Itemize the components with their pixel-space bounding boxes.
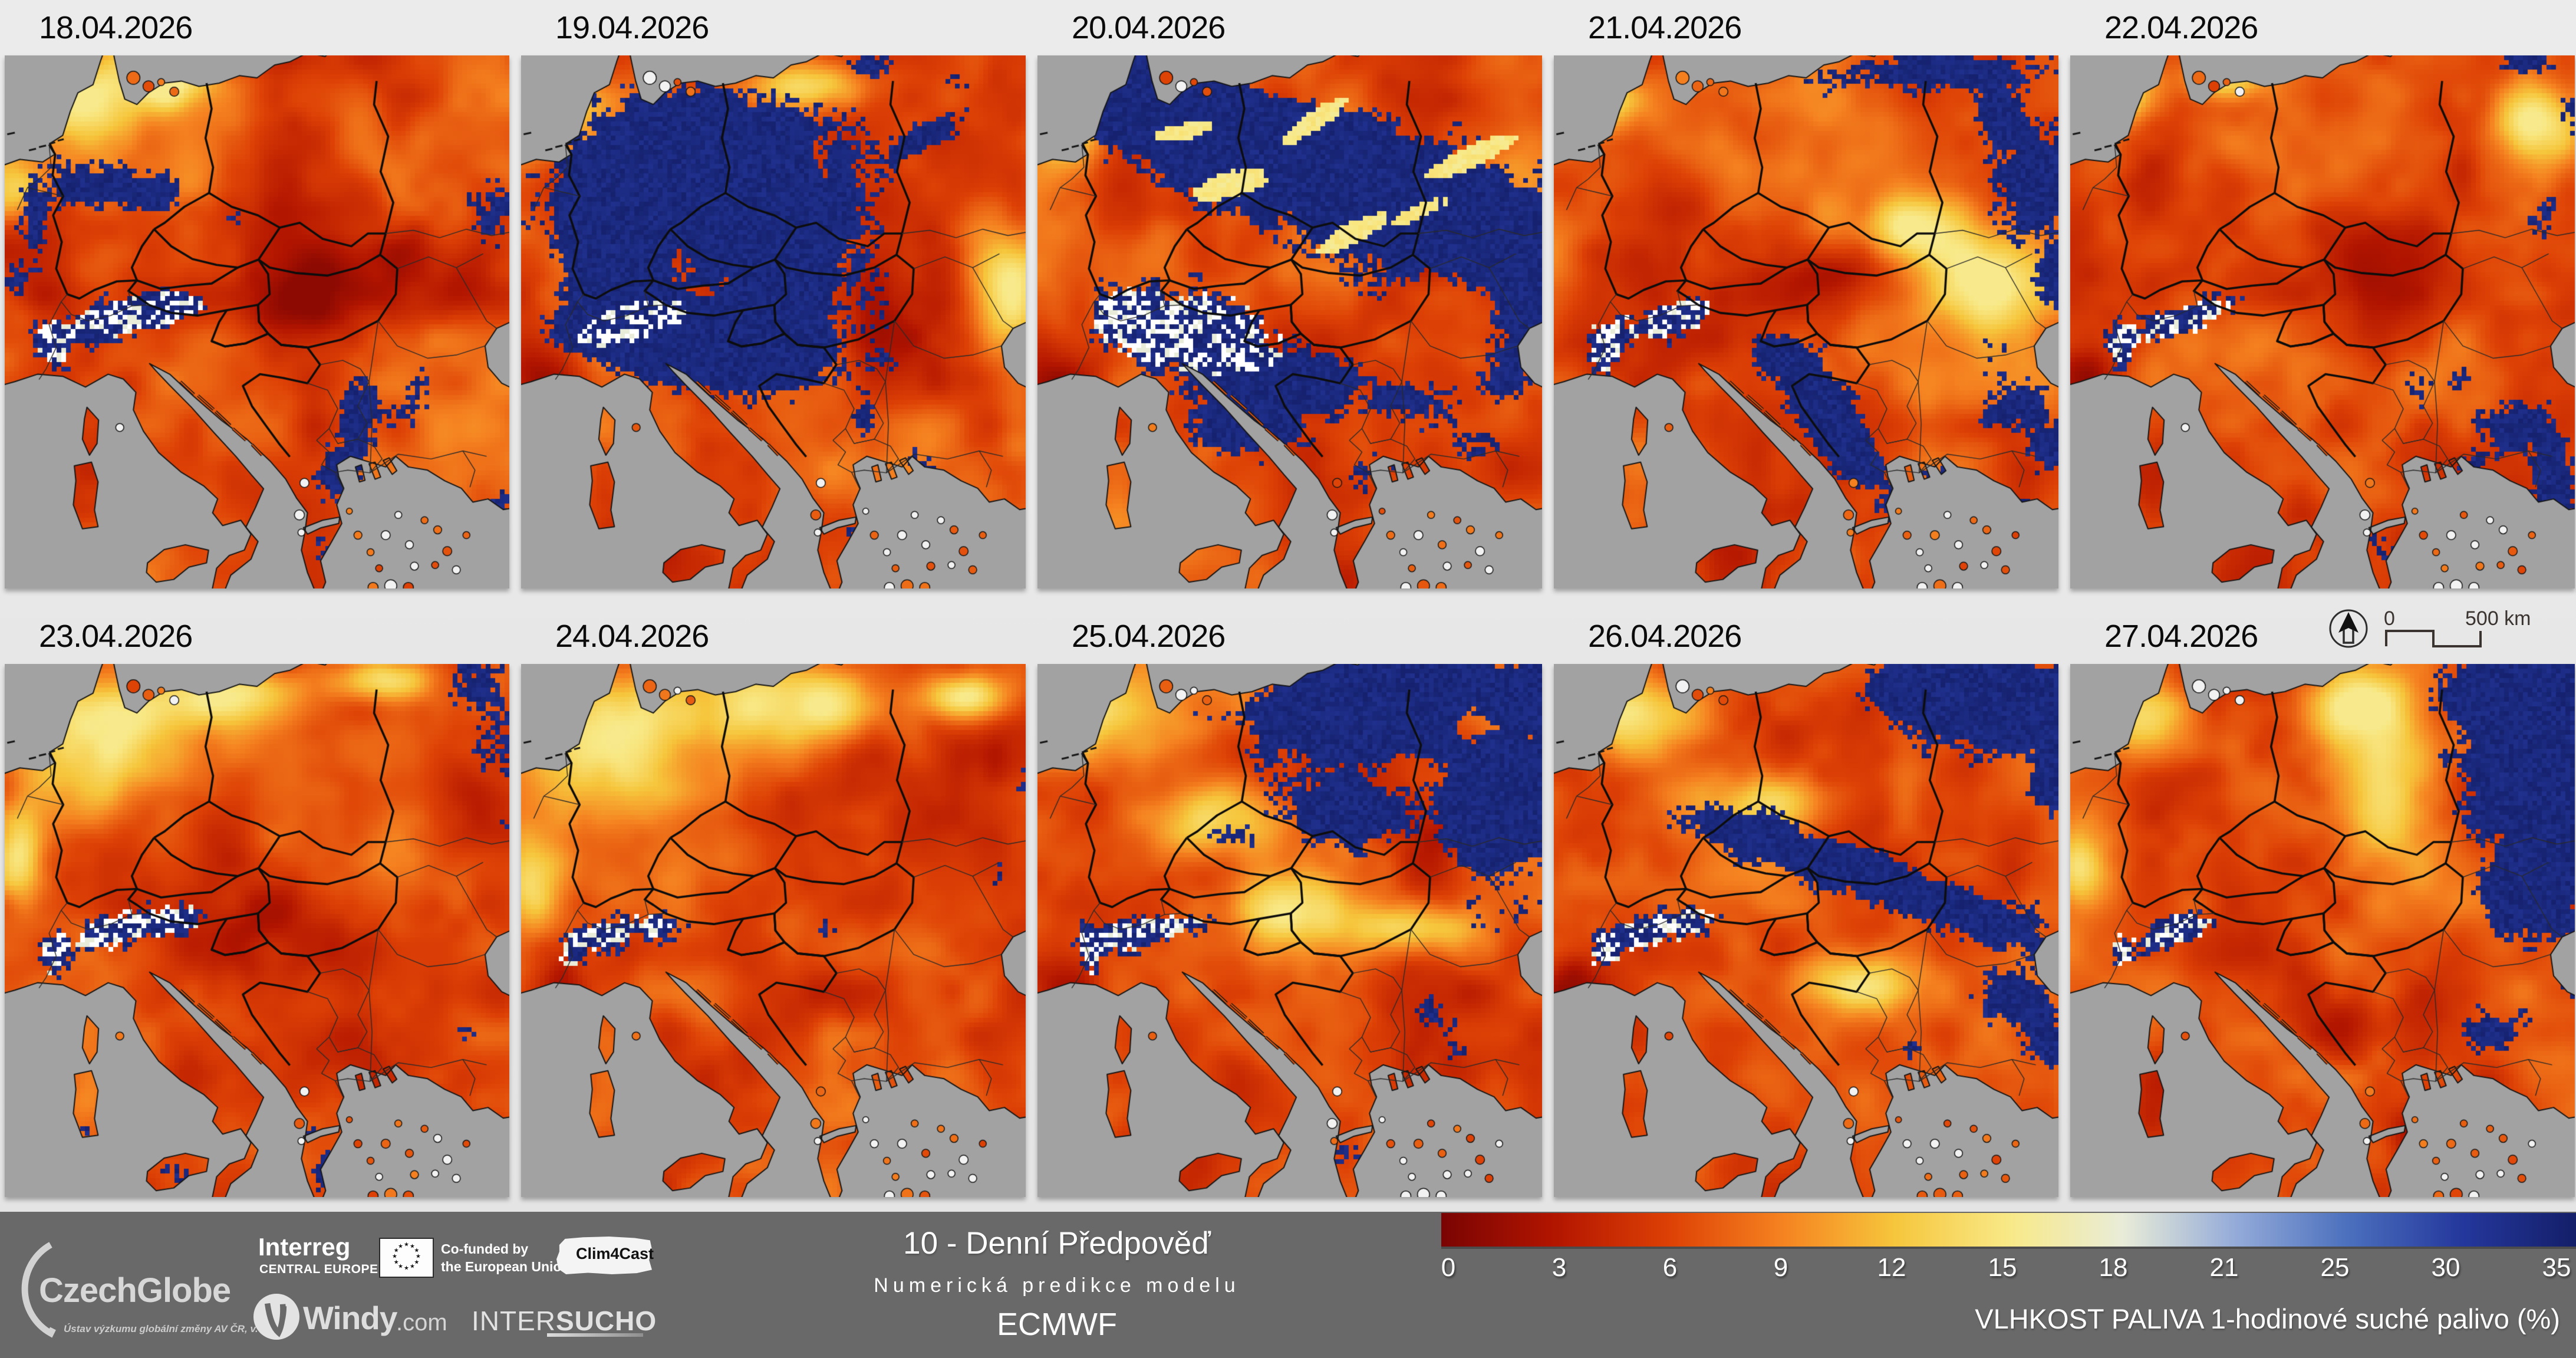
eu-star-icon: ★ (392, 1253, 397, 1260)
eu-star-icon: ★ (393, 1259, 399, 1266)
panel-date-label: 18.04.2026 (39, 10, 193, 45)
footer-bar: CzechGlobe Ústav výzkumu globální změny … (0, 1212, 2576, 1358)
eu-star-icon: ★ (398, 1263, 403, 1270)
forecast-map-canvas (1554, 664, 2058, 1197)
eu-star-icon: ★ (410, 1243, 415, 1250)
forecast-map-panel: 23.04.2026 (5, 613, 509, 1197)
forecast-map-panel: 19.04.2026 (521, 5, 1026, 588)
eu-star-icon: ★ (416, 1253, 421, 1260)
panel-date-label: 21.04.2026 (1588, 10, 1742, 45)
panel-date-label: 25.04.2026 (1072, 619, 1226, 654)
legend-tick-label: 0 (1441, 1253, 1456, 1282)
forecast-map-canvas (5, 55, 509, 588)
legend-tick-label: 6 (1662, 1253, 1678, 1282)
windy-logo-text: Windy (303, 1300, 397, 1336)
intersucho-logo: INTERSUCHO (472, 1305, 657, 1337)
forecast-map-panel: 25.04.2026 (1037, 613, 1542, 1197)
forecast-map-canvas (2070, 664, 2575, 1197)
eu-star-icon: ★ (414, 1259, 420, 1266)
forecast-map-canvas (2070, 55, 2575, 588)
windy-logo-icon (253, 1294, 299, 1340)
forecast-map-panel: 27.04.2026 (2070, 613, 2575, 1197)
scalebar-steps (2385, 630, 2482, 647)
legend-tick-label: 30 (2431, 1253, 2460, 1282)
panel-date-label: 23.04.2026 (39, 619, 193, 654)
eu-cofunded-line1: Co-funded by (441, 1241, 529, 1257)
model-name: ECMWF (997, 1307, 1117, 1342)
panel-date-label: 26.04.2026 (1588, 619, 1742, 654)
interreg-logo: Interreg (258, 1233, 351, 1261)
intersucho-underline (547, 1333, 643, 1337)
eu-star-icon: ★ (404, 1265, 409, 1272)
eu-cofunded-line2: the European Union (441, 1259, 570, 1274)
forecast-map-panel: 21.04.2026 (1554, 5, 2058, 588)
legend-tick-label: 9 (1773, 1253, 1788, 1282)
panel-date-label: 20.04.2026 (1072, 10, 1226, 45)
legend-tick-label: 15 (1988, 1253, 2017, 1282)
czechglobe-tagline: Ústav výzkumu globální změny AV ČR, v. v… (64, 1323, 277, 1334)
forecast-map-panel: 26.04.2026 (1554, 613, 2058, 1197)
panel-date-label: 19.04.2026 (555, 10, 709, 45)
eu-star-icon: ★ (414, 1247, 420, 1254)
panel-date-label: 27.04.2026 (2104, 619, 2258, 654)
intersucho-part2: SUCHO (556, 1306, 657, 1336)
panel-date-label: 24.04.2026 (555, 619, 709, 654)
forecast-map-canvas (521, 664, 1026, 1197)
legend-colorbar (1441, 1213, 2576, 1249)
legend-tick-label: 25 (2320, 1253, 2350, 1282)
forecast-map-panel: 22.04.2026 (2070, 5, 2575, 588)
forecast-map-canvas (521, 55, 1026, 588)
scalebar: 0 500 km (2329, 607, 2531, 648)
clim4cast-logo-shape (556, 1237, 652, 1274)
forecast-map-panel: 24.04.2026 (521, 613, 1026, 1197)
czechglobe-logo: CzechGlobe (39, 1271, 231, 1310)
panel-date-label: 22.04.2026 (2104, 10, 2258, 45)
forecast-map-panel: 20.04.2026 (1037, 5, 1542, 588)
legend-tick-label: 3 (1551, 1253, 1567, 1282)
legend-label: VLHKOST PALIVA 1-hodinové suché palivo (… (1975, 1303, 2560, 1334)
figure-title: 10 - Denní Předpověď (903, 1226, 1211, 1261)
scalebar-distance-label: 500 km (2465, 607, 2531, 630)
forecast-map-canvas (1037, 55, 1542, 588)
scalebar-zero-label: 0 (2384, 607, 2395, 630)
forecast-map-panel: 18.04.2026 (5, 5, 509, 588)
forecast-map-canvas (1037, 664, 1542, 1197)
north-arrow-icon (2329, 609, 2368, 648)
interreg-subtitle: CENTRAL EUROPE (259, 1262, 378, 1276)
eu-star-icon: ★ (398, 1243, 403, 1250)
intersucho-part1: INTER (472, 1306, 556, 1336)
forecast-map-canvas (5, 664, 509, 1197)
eu-star-icon: ★ (404, 1241, 409, 1248)
eu-star-icon: ★ (393, 1247, 399, 1254)
windy-logo-suffix: .com (396, 1310, 447, 1336)
czechglobe-logo-arc (21, 1242, 56, 1338)
legend-tick-label: 35 (2542, 1253, 2571, 1282)
clim4cast-logo: Clim4Cast (576, 1245, 654, 1262)
legend-tick-label: 12 (1877, 1253, 1906, 1282)
eu-flag-icon: ★ ★ ★ ★ ★ ★ ★ ★ ★ ★ ★ ★ (379, 1238, 434, 1278)
forecast-map-canvas (1554, 55, 2058, 588)
legend-tick-label: 18 (2099, 1253, 2128, 1282)
figure-subtitle: Numerická predikce modelu (874, 1274, 1240, 1297)
eu-star-icon: ★ (410, 1263, 415, 1270)
legend-tick-label: 21 (2209, 1253, 2239, 1282)
